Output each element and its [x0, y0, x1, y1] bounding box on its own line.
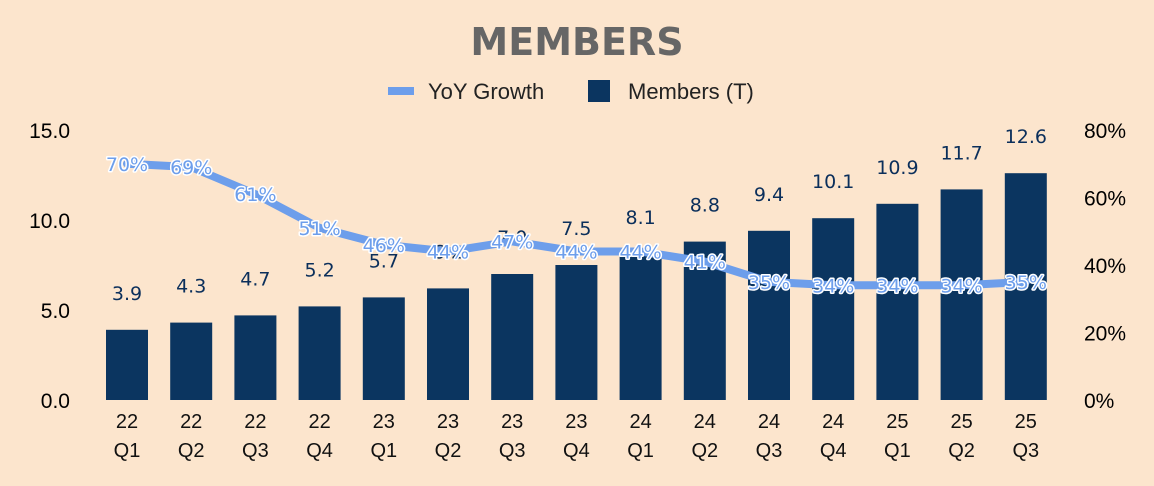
- x-axis-tick-year: 22: [308, 411, 330, 433]
- legend-swatch-bar: [588, 80, 610, 102]
- x-axis-tick-quarter: Q3: [499, 440, 526, 462]
- left-axis-ticks: 0.0 5.0 10.0 15.0: [29, 120, 70, 413]
- x-axis-tick-quarter: Q2: [948, 440, 975, 462]
- right-axis-tick-label: 20%: [1084, 323, 1126, 346]
- right-axis-tick-label: 60%: [1084, 188, 1126, 211]
- x-axis-tick-year: 24: [822, 411, 844, 433]
- bar-value-label: 10.1: [812, 171, 854, 193]
- bar-value-label: 3.9: [112, 283, 142, 305]
- bar-value-label: 8.8: [690, 195, 720, 217]
- bar: [876, 203, 919, 400]
- x-axis-tick-year: 24: [758, 411, 780, 433]
- bar-value-label: 9.4: [754, 184, 784, 206]
- x-axis-tick-quarter: Q4: [820, 440, 847, 462]
- bar: [491, 274, 534, 400]
- x-axis-tick-year: 24: [694, 411, 716, 433]
- line-value-label: 35%: [748, 272, 790, 294]
- bar: [362, 297, 405, 400]
- bar: [298, 306, 341, 400]
- x-axis-tick-year: 23: [437, 411, 459, 433]
- line-value-label: 46%: [363, 235, 405, 257]
- x-axis-tick-quarter: Q1: [884, 440, 911, 462]
- bar: [812, 218, 855, 400]
- bar-value-label: 4.3: [176, 276, 206, 298]
- bar: [940, 189, 983, 400]
- bar-value-label: 5.2: [304, 259, 334, 281]
- x-axis-tick-year: 22: [180, 411, 202, 433]
- right-axis-ticks: 0% 20% 40% 60% 80%: [1084, 120, 1126, 413]
- bar-value-label: 7.5: [561, 218, 591, 240]
- bar: [748, 230, 790, 400]
- bar-series: [106, 173, 1047, 400]
- bar-value-label: 11.7: [940, 142, 982, 164]
- line-value-label: 35%: [1005, 272, 1047, 294]
- x-axis-tick-year: 25: [886, 411, 908, 433]
- legend-item-members: Members (T): [628, 79, 754, 104]
- bar-value-label: 4.7: [240, 268, 270, 290]
- line-data-labels: 70% 69% 61% 51% 46% 44% 47% 44% 44% 41% 35% 34% 34% 3…: [104, 152, 1048, 299]
- x-axis-tick-quarter: Q2: [691, 440, 718, 462]
- bar: [555, 265, 598, 400]
- x-axis-tick-year: 25: [1015, 411, 1037, 433]
- line-value-label: 70%: [106, 154, 148, 176]
- line-value-label: 51%: [298, 218, 340, 240]
- left-axis-tick-label: 10.0: [29, 210, 70, 233]
- x-axis-tick-year: 22: [244, 411, 266, 433]
- bar-value-label: 12.6: [1005, 126, 1047, 148]
- line-value-label: 47%: [491, 231, 533, 253]
- yoy-growth-line: [123, 159, 1030, 290]
- left-axis-tick-label: 0.0: [41, 390, 70, 413]
- legend-item-yoy-growth: YoY Growth: [428, 79, 544, 104]
- bar-value-label: 10.9: [876, 157, 918, 179]
- right-axis-tick-label: 0%: [1084, 390, 1114, 413]
- bar: [427, 288, 469, 400]
- line-value-label: 44%: [427, 242, 469, 264]
- x-axis-tick-quarter: Q2: [435, 440, 462, 462]
- x-axis-tick-quarter: Q3: [756, 440, 783, 462]
- chart-title: MEMBERS: [470, 20, 683, 64]
- x-axis-tick-year: 23: [565, 411, 587, 433]
- line-value-label: 34%: [940, 275, 982, 297]
- line-value-label: 44%: [555, 242, 597, 264]
- x-axis-tick-quarter: Q2: [178, 440, 205, 462]
- x-axis-tick-quarter: Q3: [1012, 440, 1039, 462]
- legend: YoY Growth Members (T): [388, 79, 754, 104]
- bar-value-label: 5.7: [369, 250, 399, 272]
- line-value-label: 61%: [234, 184, 276, 206]
- x-axis-tick-quarter: Q1: [114, 440, 141, 462]
- right-axis-tick-label: 40%: [1084, 255, 1126, 278]
- bar: [234, 315, 277, 400]
- line-value-label: 41%: [684, 252, 726, 274]
- bar-value-label: 8.1: [625, 207, 655, 229]
- line-value-label: 34%: [876, 275, 918, 297]
- bar: [106, 329, 148, 400]
- x-axis-tick-quarter: Q1: [370, 440, 397, 462]
- right-axis-tick-label: 80%: [1084, 120, 1126, 143]
- x-axis-tick-quarter: Q3: [242, 440, 269, 462]
- x-axis-ticks: 22 Q1 22 Q2 22 Q3 22 Q4 23 Q1 23 Q2 23 Q3 23 Q4 24 Q1 24 Q2…: [114, 411, 1039, 462]
- x-axis-tick-quarter: Q4: [563, 440, 590, 462]
- bar: [619, 254, 662, 400]
- x-axis-tick-year: 23: [501, 411, 523, 433]
- line-value-label: 34%: [812, 275, 854, 297]
- x-axis-tick-year: 25: [950, 411, 972, 433]
- x-axis-tick-quarter: Q1: [627, 440, 654, 462]
- x-axis-tick-year: 24: [629, 411, 651, 433]
- x-axis-tick-quarter: Q4: [306, 440, 333, 462]
- legend-swatch-line: [388, 87, 414, 95]
- x-axis-tick-year: 22: [116, 411, 138, 433]
- line-series: [123, 159, 1030, 290]
- line-value-label: 44%: [619, 242, 661, 264]
- left-axis-tick-label: 5.0: [41, 300, 70, 323]
- line-value-label: 69%: [170, 157, 212, 179]
- bar: [170, 322, 213, 400]
- x-axis-tick-year: 23: [373, 411, 395, 433]
- left-axis-tick-label: 15.0: [29, 120, 70, 143]
